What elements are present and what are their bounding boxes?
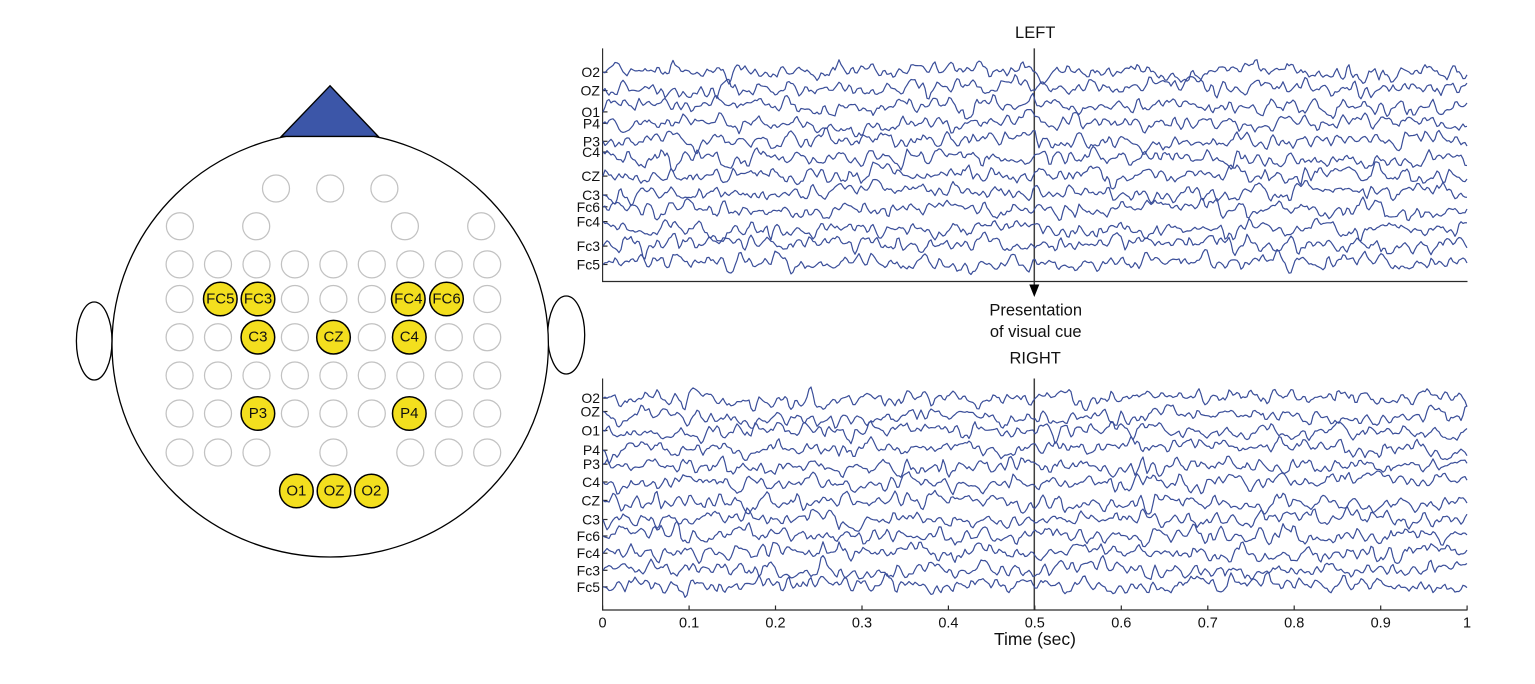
svg-text:0.1: 0.1 <box>679 616 699 632</box>
svg-text:CZ: CZ <box>581 492 600 508</box>
svg-text:Fc3: Fc3 <box>577 562 601 578</box>
svg-text:O2: O2 <box>581 64 600 80</box>
svg-text:Fc5: Fc5 <box>577 257 601 273</box>
svg-text:Presentation: Presentation <box>989 302 1082 320</box>
svg-text:FC3: FC3 <box>244 291 272 308</box>
svg-text:Time (sec): Time (sec) <box>994 629 1076 649</box>
svg-text:FC6: FC6 <box>432 291 460 308</box>
svg-text:OZ: OZ <box>581 404 601 420</box>
svg-text:Fc4: Fc4 <box>577 545 601 561</box>
svg-text:C4: C4 <box>400 329 419 346</box>
svg-text:Fc6: Fc6 <box>577 199 601 215</box>
svg-text:C4: C4 <box>582 474 600 490</box>
svg-text:0.7: 0.7 <box>1198 616 1218 632</box>
svg-text:0.2: 0.2 <box>765 616 785 632</box>
svg-text:0.9: 0.9 <box>1371 616 1391 632</box>
svg-text:1: 1 <box>1463 616 1471 632</box>
svg-text:C3: C3 <box>582 187 600 203</box>
svg-text:Fc3: Fc3 <box>577 238 601 254</box>
svg-text:O2: O2 <box>361 483 381 500</box>
svg-text:C4: C4 <box>582 144 600 160</box>
svg-text:0.4: 0.4 <box>938 616 958 632</box>
svg-text:Fc5: Fc5 <box>577 579 601 595</box>
svg-text:O1: O1 <box>581 423 600 439</box>
svg-text:O2: O2 <box>581 390 600 406</box>
svg-text:O1: O1 <box>286 483 306 500</box>
svg-text:P4: P4 <box>583 115 600 131</box>
svg-text:Fc4: Fc4 <box>577 214 601 230</box>
svg-text:P4: P4 <box>400 405 418 422</box>
svg-text:0.6: 0.6 <box>1111 616 1131 632</box>
svg-text:P3: P3 <box>249 405 267 422</box>
svg-text:P3: P3 <box>583 133 600 149</box>
svg-text:Fc6: Fc6 <box>577 528 601 544</box>
svg-text:P3: P3 <box>583 456 600 472</box>
svg-text:O1: O1 <box>581 104 600 120</box>
svg-text:of visual cue: of visual cue <box>990 323 1082 341</box>
svg-text:OZ: OZ <box>581 83 601 99</box>
svg-text:OZ: OZ <box>324 483 345 500</box>
svg-text:P4: P4 <box>583 442 600 458</box>
svg-text:CZ: CZ <box>581 168 600 184</box>
svg-text:0.3: 0.3 <box>852 616 872 632</box>
svg-text:C3: C3 <box>248 329 267 346</box>
svg-text:CZ: CZ <box>324 329 344 346</box>
svg-text:FC4: FC4 <box>394 291 422 308</box>
svg-text:C3: C3 <box>582 512 600 528</box>
svg-text:0: 0 <box>599 616 607 632</box>
svg-text:RIGHT: RIGHT <box>1010 350 1061 368</box>
svg-text:LEFT: LEFT <box>1015 24 1055 42</box>
svg-text:0.8: 0.8 <box>1284 616 1304 632</box>
svg-text:0.5: 0.5 <box>1025 616 1045 632</box>
svg-text:FC5: FC5 <box>206 291 234 308</box>
